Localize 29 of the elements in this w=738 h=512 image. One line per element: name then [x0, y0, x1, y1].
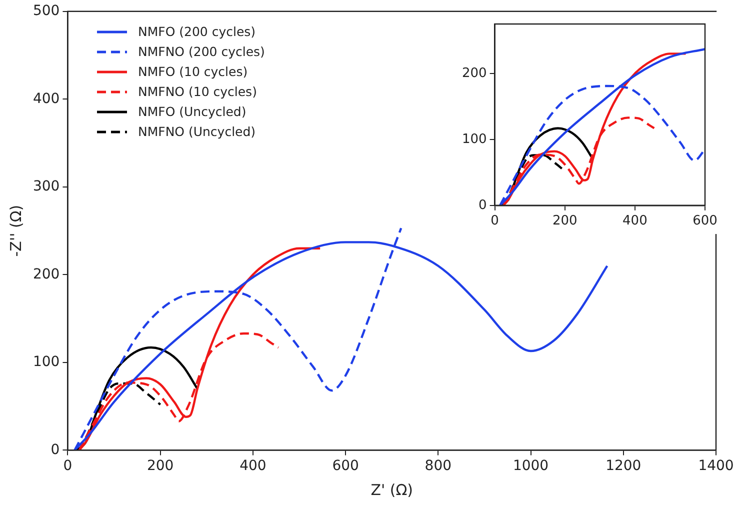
x-tick-label: 600 [692, 214, 718, 229]
x-tick-label: 1000 [512, 458, 549, 474]
x-axis-title: Z' (Ω) [370, 480, 414, 499]
x-tick-label: 200 [146, 458, 174, 474]
x-tick-label: 400 [240, 458, 266, 474]
x-tick-label: 1400 [698, 458, 734, 474]
x-tick-label: 0 [63, 458, 72, 474]
y-tick-label: 100 [462, 132, 487, 147]
y-tick-label: 500 [32, 3, 60, 20]
y-tick-label: 200 [32, 266, 60, 282]
legend-label: NMFO (Uncycled) [138, 103, 246, 121]
y-tick-label: 300 [32, 178, 60, 195]
y-tick-label: 0 [478, 198, 487, 213]
x-tick-label: 1200 [606, 458, 642, 474]
y-tick-label: 400 [32, 90, 60, 107]
legend-label: NMFO (10 cycles) [138, 63, 248, 81]
legend-label: NMFO (200 cycles) [138, 23, 256, 41]
x-tick-label: 800 [424, 458, 452, 474]
x-tick-label: 600 [332, 458, 359, 474]
y-tick-label: 200 [462, 66, 487, 81]
legend-label: NMFNO (10 cycles) [138, 83, 257, 101]
x-tick-label: 0 [490, 214, 499, 229]
y-tick-label: 100 [32, 354, 60, 370]
y-tick-label: 0 [50, 442, 60, 458]
x-tick-label: 400 [622, 214, 648, 229]
y-axis-title: -Z'' (Ω) [6, 204, 25, 257]
x-tick-label: 200 [552, 214, 578, 229]
legend-label: NMFNO (Uncycled) [138, 123, 256, 141]
legend-label: NMFNO (200 cycles) [138, 43, 265, 61]
